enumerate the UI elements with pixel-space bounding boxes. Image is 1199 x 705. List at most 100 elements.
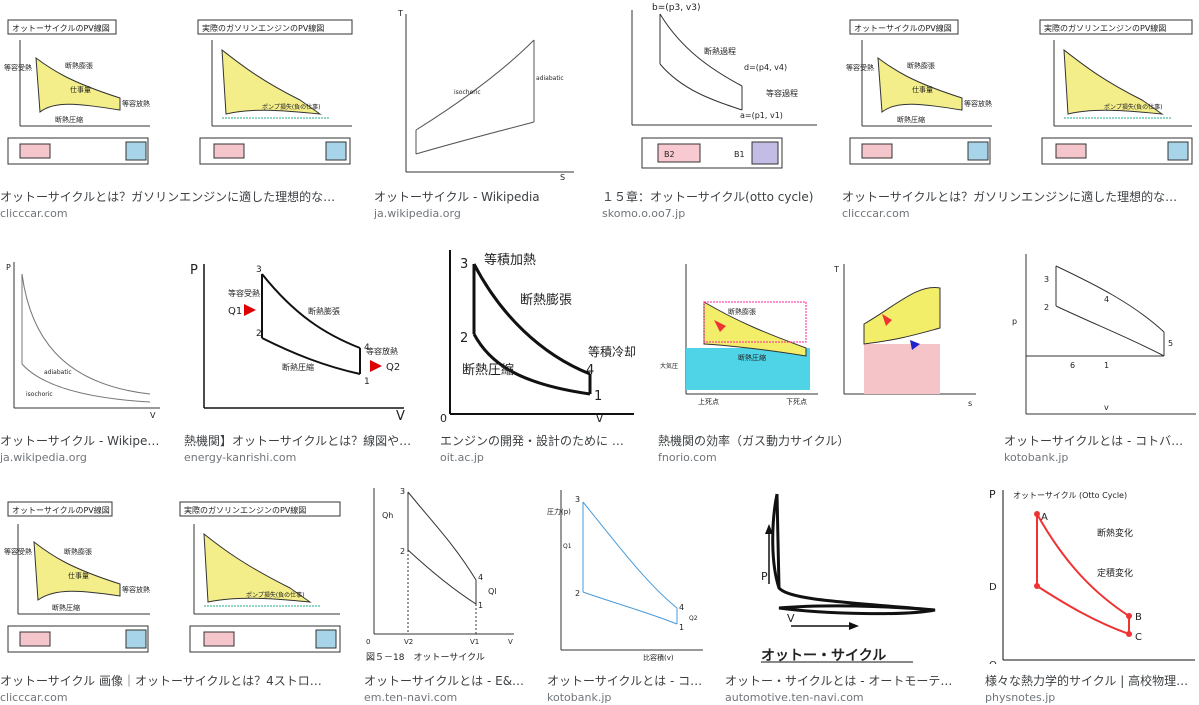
- result-thumbnail[interactable]: T S isochoric adiabatic: [374, 0, 584, 180]
- point-label: D: [989, 582, 997, 593]
- process-label: 断熱変化: [1097, 527, 1133, 539]
- result-title[interactable]: オットーサイクル - Wikipe…: [0, 434, 160, 448]
- axis-label-v: V: [396, 409, 405, 424]
- result-thumbnail[interactable]: P V 3 2 4 1 Q1 Q2 等容受熱 等容放熱 断熱膨張 断熱圧縮: [184, 244, 422, 424]
- result-thumbnail[interactable]: P O オットーサイクル (Otto Cycle) A B C D 断熱変化 定…: [985, 484, 1199, 664]
- bdc-label: 下死点: [786, 398, 807, 406]
- point-number: 2: [575, 589, 580, 598]
- result-title[interactable]: オットーサイクルとは？ガソリンエンジンに適した理想的な…: [842, 190, 1178, 204]
- result-card[interactable]: 圧力(p) 比容積(v) 3 2 4 1 Q1 Q2 オットーサイクルとは - …: [547, 484, 707, 705]
- result-thumbnail[interactable]: 3 2 4 1 等積加熱 断熱膨張 等積冷却 断熱圧縮 v 0: [440, 244, 640, 424]
- result-title[interactable]: オットーサイクルとは - E&…: [364, 674, 525, 688]
- result-title[interactable]: オットーサイクル - Wikipedia: [374, 190, 540, 204]
- result-thumbnail[interactable]: p v 3 2 4 5 6 1: [1004, 244, 1199, 424]
- figure-caption: 図５－18 オットーサイクル: [366, 652, 485, 663]
- heat-out-label: Ql: [488, 587, 497, 596]
- result-title[interactable]: エンジンの開発・設計のために …: [440, 434, 624, 448]
- point-number: 4: [478, 573, 483, 582]
- point-number: 3: [400, 487, 405, 496]
- figure-caption: オットー・サイクル: [761, 648, 886, 664]
- axis-label-v: V: [787, 612, 795, 625]
- result-source[interactable]: energy-kanrishi.com: [184, 451, 297, 464]
- result-title[interactable]: オットーサイクルとは - コ…: [547, 674, 703, 688]
- result-source[interactable]: clicccar.com: [842, 207, 910, 220]
- process-label: 定積変化: [1097, 567, 1133, 579]
- heat-in-label: 等容受熱: [846, 63, 874, 72]
- axis-label-p: p: [1012, 317, 1017, 326]
- pump-loss-label: ポンプ損失(負の仕事): [246, 591, 305, 599]
- result-title[interactable]: 熱機関】オットーサイクルとは？線図や…: [184, 434, 412, 448]
- result-source[interactable]: skomo.o.oo7.jp: [602, 207, 686, 220]
- result-thumbnail[interactable]: 3 2 4 1 Qh Ql V2 V1 0 V 図５－18 オットーサイクル: [364, 484, 530, 664]
- result-title[interactable]: １５章：オットーサイクル(otto cycle): [602, 190, 814, 204]
- result-card[interactable]: 3 2 4 1 等積加熱 断熱膨張 等積冷却 断熱圧縮 v 0 エンジンの開発・…: [440, 244, 640, 466]
- result-title[interactable]: オットーサイクル 画像｜オットーサイクルとは？4ストロ…: [0, 674, 322, 688]
- result-card[interactable]: オットーサイクルのPV線図 仕事量 断熱圧縮 等容放熱 等容受熱 断熱膨張 実際…: [842, 0, 1199, 222]
- process-label: 断熱膨張: [520, 293, 572, 308]
- compression-label: 断熱圧縮: [52, 603, 80, 612]
- result-source[interactable]: automotive.ten-navi.com: [725, 691, 864, 704]
- axis-origin: 0: [366, 638, 370, 646]
- result-card[interactable]: P V オットー・サイクル オットー・サイクルとは - オートモーテ… auto…: [725, 484, 967, 705]
- result-card[interactable]: P V 3 2 4 1 Q1 Q2 等容受熱 等容放熱 断熱膨張 断熱圧縮 熱機…: [184, 244, 422, 466]
- result-source[interactable]: oit.ac.jp: [440, 451, 484, 464]
- pump-loss-label: ポンプ損失(負の仕事): [1104, 103, 1163, 111]
- result-card[interactable]: オットーサイクルのPV線図 仕事量 断熱圧縮 等容放熱 等容受熱 断熱膨張 実際…: [0, 484, 346, 705]
- result-card[interactable]: p v 3 2 4 5 6 1 オットーサイクルとは - コトバ… kotoba…: [1004, 244, 1199, 466]
- axis-label-v: v: [596, 411, 603, 424]
- result-card[interactable]: T S isochoric adiabatic オットーサイクル - Wikip…: [374, 0, 584, 222]
- result-source[interactable]: ja.wikipedia.org: [374, 207, 461, 220]
- result-card[interactable]: P V adiabatic isochoric オットーサイクル - Wikip…: [0, 244, 166, 466]
- axis-label-t: T: [397, 9, 403, 18]
- heat-out-label: Q2: [386, 362, 400, 373]
- point-label: C: [1135, 632, 1142, 643]
- result-thumbnail[interactable]: 断熱膨張 断熱圧縮 大気圧 上死点 下死点 T s: [658, 244, 986, 424]
- heat-in-label: 等容受熱: [4, 547, 32, 556]
- result-thumbnail[interactable]: オットーサイクルのPV線図 仕事量 断熱圧縮 等容放熱 等容受熱 断熱膨張 実際…: [842, 0, 1199, 180]
- axis-label-p: P: [190, 263, 198, 278]
- pv-diagram-image: オットーサイクルのPV線図 仕事量 断熱圧縮 等容放熱 等容受熱 断熱膨張 実際…: [4, 19, 353, 165]
- result-source[interactable]: em.ten-navi.com: [364, 691, 458, 704]
- result-thumbnail[interactable]: P V オットー・サイクル: [725, 484, 967, 664]
- result-title[interactable]: 熱機関の効率（ガス動力サイクル）: [658, 434, 850, 448]
- pv-diagram-image: 3 2 4 1 等積加熱 断熱膨張 等積冷却 断熱圧縮 v 0: [440, 250, 636, 424]
- axis-label-p: P: [989, 488, 996, 501]
- heat-in-label: 等容受熱: [4, 63, 32, 72]
- result-source[interactable]: fnorio.com: [658, 451, 717, 464]
- result-title[interactable]: オットーサイクルとは - コトバ…: [1004, 434, 1184, 448]
- result-card[interactable]: オットーサイクルのPV線図 仕事量 断熱圧縮 等容放熱 等容受熱 断熱膨張 実際…: [0, 0, 358, 222]
- result-title[interactable]: 様々な熱力学的サイクル | 高校物理…: [985, 674, 1189, 688]
- result-card[interactable]: 断熱膨張 断熱圧縮 大気圧 上死点 下死点 T s 熱機関の効率（ガス動力サイク…: [658, 244, 986, 466]
- diagram-heading: 実際のガソリンエンジンのPV線図: [1044, 23, 1166, 33]
- result-source[interactable]: physnotes.jp: [985, 691, 1056, 704]
- result-title[interactable]: オットー・サイクルとは - オートモーテ…: [725, 674, 953, 688]
- result-source[interactable]: ja.wikipedia.org: [0, 451, 87, 464]
- pv-diagram-image: オットーサイクルのPV線図 仕事量 断熱圧縮 等容放熱 等容受熱 断熱膨張 実際…: [846, 19, 1193, 165]
- diagram-heading: 実際のガソリンエンジンのPV線図: [184, 505, 306, 515]
- process-label: 断熱圧縮: [462, 362, 514, 378]
- point-number: 4: [586, 363, 594, 378]
- point-number: 2: [1044, 303, 1049, 312]
- result-card[interactable]: 3 2 4 1 Qh Ql V2 V1 0 V 図５－18 オットーサイクル オ…: [364, 484, 530, 705]
- result-thumbnail[interactable]: オットーサイクルのPV線図 仕事量 断熱圧縮 等容放熱 等容受熱 断熱膨張 実際…: [0, 0, 358, 180]
- result-card[interactable]: P O オットーサイクル (Otto Cycle) A B C D 断熱変化 定…: [985, 484, 1199, 705]
- result-thumbnail[interactable]: b=(p3, v3) d=(p4, v4) a=(p1, v1) 断熱過程 等容…: [602, 0, 824, 180]
- chamber-label: B1: [734, 150, 745, 159]
- result-source[interactable]: clicccar.com: [0, 691, 68, 704]
- point-number: 6: [1070, 361, 1075, 370]
- result-source[interactable]: clicccar.com: [0, 207, 68, 220]
- result-thumbnail[interactable]: P V adiabatic isochoric: [0, 244, 166, 424]
- result-thumbnail[interactable]: 圧力(p) 比容積(v) 3 2 4 1 Q1 Q2: [547, 484, 707, 664]
- heat-in-label: Q1: [563, 543, 572, 550]
- result-source[interactable]: kotobank.jp: [1004, 451, 1069, 464]
- result-source[interactable]: kotobank.jp: [547, 691, 612, 704]
- pv-diagram-image: P V オットー・サイクル: [761, 493, 936, 664]
- result-title[interactable]: オットーサイクルとは？ガソリンエンジンに適した理想的な…: [0, 190, 336, 204]
- point-number: 1: [364, 377, 370, 387]
- pv-diagram-image: 圧力(p) 比容積(v) 3 2 4 1 Q1 Q2: [547, 490, 703, 662]
- result-thumbnail[interactable]: オットーサイクルのPV線図 仕事量 断熱圧縮 等容放熱 等容受熱 断熱膨張 実際…: [0, 484, 346, 664]
- diagram-heading: オットーサイクルのPV線図: [12, 23, 110, 33]
- work-label: 仕事量: [68, 571, 89, 580]
- result-card[interactable]: b=(p3, v3) d=(p4, v4) a=(p1, v1) 断熱過程 等容…: [602, 0, 824, 222]
- axis-label-s: s: [968, 399, 972, 408]
